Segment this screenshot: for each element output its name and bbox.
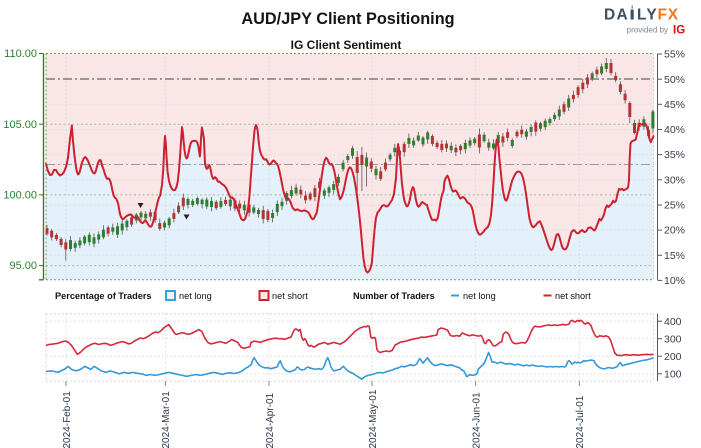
- svg-text:FX: FX: [658, 7, 679, 24]
- svg-text:Percentage of Traders: Percentage of Traders: [55, 291, 152, 301]
- svg-text:55%: 55%: [664, 49, 685, 61]
- svg-text:30%: 30%: [664, 174, 685, 186]
- svg-text:25%: 25%: [664, 200, 685, 212]
- svg-text:LY: LY: [637, 7, 658, 24]
- svg-text:45%: 45%: [664, 99, 685, 111]
- svg-text:15%: 15%: [664, 250, 685, 262]
- svg-text:2024-Feb-01: 2024-Feb-01: [62, 391, 73, 448]
- svg-text:2024-Mar-01: 2024-Mar-01: [161, 391, 172, 448]
- svg-text:10%: 10%: [664, 275, 685, 287]
- svg-text:20%: 20%: [664, 225, 685, 237]
- svg-text:net long: net long: [463, 291, 496, 301]
- svg-text:net short: net short: [272, 291, 308, 301]
- svg-text:Number of Traders: Number of Traders: [353, 291, 435, 301]
- svg-text:IG: IG: [673, 25, 685, 37]
- svg-text:net long: net long: [179, 291, 212, 301]
- svg-text:200: 200: [664, 351, 682, 363]
- svg-text:40%: 40%: [664, 124, 685, 136]
- svg-text:50%: 50%: [664, 74, 685, 86]
- svg-text:110.00: 110.00: [4, 48, 37, 60]
- svg-text:net short: net short: [555, 291, 591, 301]
- svg-text:2024-May-01: 2024-May-01: [368, 389, 379, 448]
- svg-text:95.00: 95.00: [9, 260, 37, 272]
- svg-text:105.00: 105.00: [3, 119, 37, 131]
- svg-text:35%: 35%: [664, 149, 685, 161]
- svg-text:300: 300: [664, 333, 682, 345]
- svg-text:DA: DA: [604, 7, 629, 24]
- svg-text:IG Client Sentiment: IG Client Sentiment: [291, 38, 402, 52]
- svg-text:2024-Jun-01: 2024-Jun-01: [471, 392, 482, 448]
- svg-text:400: 400: [664, 316, 682, 328]
- svg-text:100: 100: [664, 368, 682, 380]
- svg-text:100.00: 100.00: [3, 190, 37, 202]
- svg-text:provided by: provided by: [627, 26, 668, 35]
- svg-text:2024-Apr-01: 2024-Apr-01: [265, 392, 276, 448]
- svg-text:AUD/JPY Client Positioning: AUD/JPY Client Positioning: [241, 10, 454, 28]
- svg-text:2024-Jul-01: 2024-Jul-01: [575, 395, 586, 448]
